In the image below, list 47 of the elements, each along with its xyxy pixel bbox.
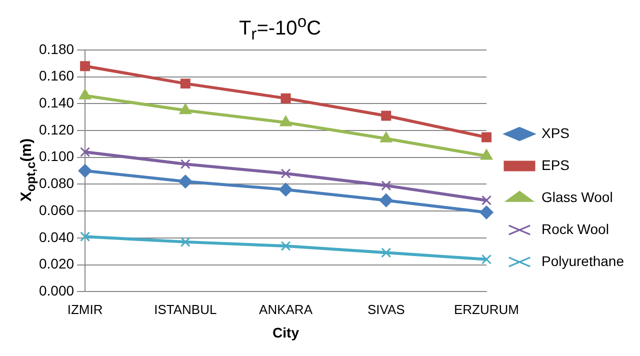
point [80, 147, 90, 157]
point [80, 61, 90, 72]
y-tick-label: 0.180 [38, 40, 74, 57]
point [180, 78, 190, 89]
point [379, 194, 393, 208]
point [78, 164, 92, 178]
point [482, 254, 492, 264]
x-tick-label: ANKARA [259, 302, 313, 317]
point [280, 168, 291, 178]
point [381, 180, 392, 191]
point [80, 232, 90, 242]
y-tick-label: 0.000 [38, 282, 74, 298]
legend-label: XPS [541, 124, 570, 141]
point [480, 149, 492, 160]
x-tick-label: ISTANBUL [154, 302, 217, 317]
x-tick-label: SIVAS [367, 302, 406, 317]
point [79, 88, 91, 100]
y-tick-label: 0.060 [38, 202, 74, 218]
point [482, 195, 492, 206]
point [381, 110, 392, 121]
x-axis-title: City [272, 324, 300, 340]
point [280, 116, 292, 126]
y-tick-label: 0.120 [38, 121, 74, 138]
chart-title: T$_{r}$=-10$^{o}$C [238, 12, 322, 44]
point [180, 236, 190, 247]
point [380, 132, 392, 142]
y-tick-label: 0.140 [38, 94, 74, 111]
point [280, 93, 291, 104]
y-tick-label: 0.020 [38, 256, 74, 272]
x-tick-label: ERZURUM [454, 302, 519, 317]
point [279, 182, 293, 196]
point [482, 132, 492, 142]
x-tick-label: IZMIR [67, 302, 103, 317]
point [180, 159, 190, 170]
legend-label: EPS [541, 156, 570, 173]
y-tick-label: 0.080 [38, 175, 74, 192]
legend-label: Glass Wool [541, 188, 613, 205]
point [178, 174, 192, 188]
point [381, 248, 392, 258]
point [280, 240, 291, 251]
legend-label: Rock Wool [541, 220, 609, 237]
y-tick-label: 0.160 [38, 68, 74, 84]
point [480, 206, 494, 220]
point [179, 104, 192, 114]
legend-label: Polyurethane [541, 252, 624, 269]
y-tick-label: 0.100 [38, 148, 74, 164]
y-tick-label: 0.040 [38, 228, 74, 245]
